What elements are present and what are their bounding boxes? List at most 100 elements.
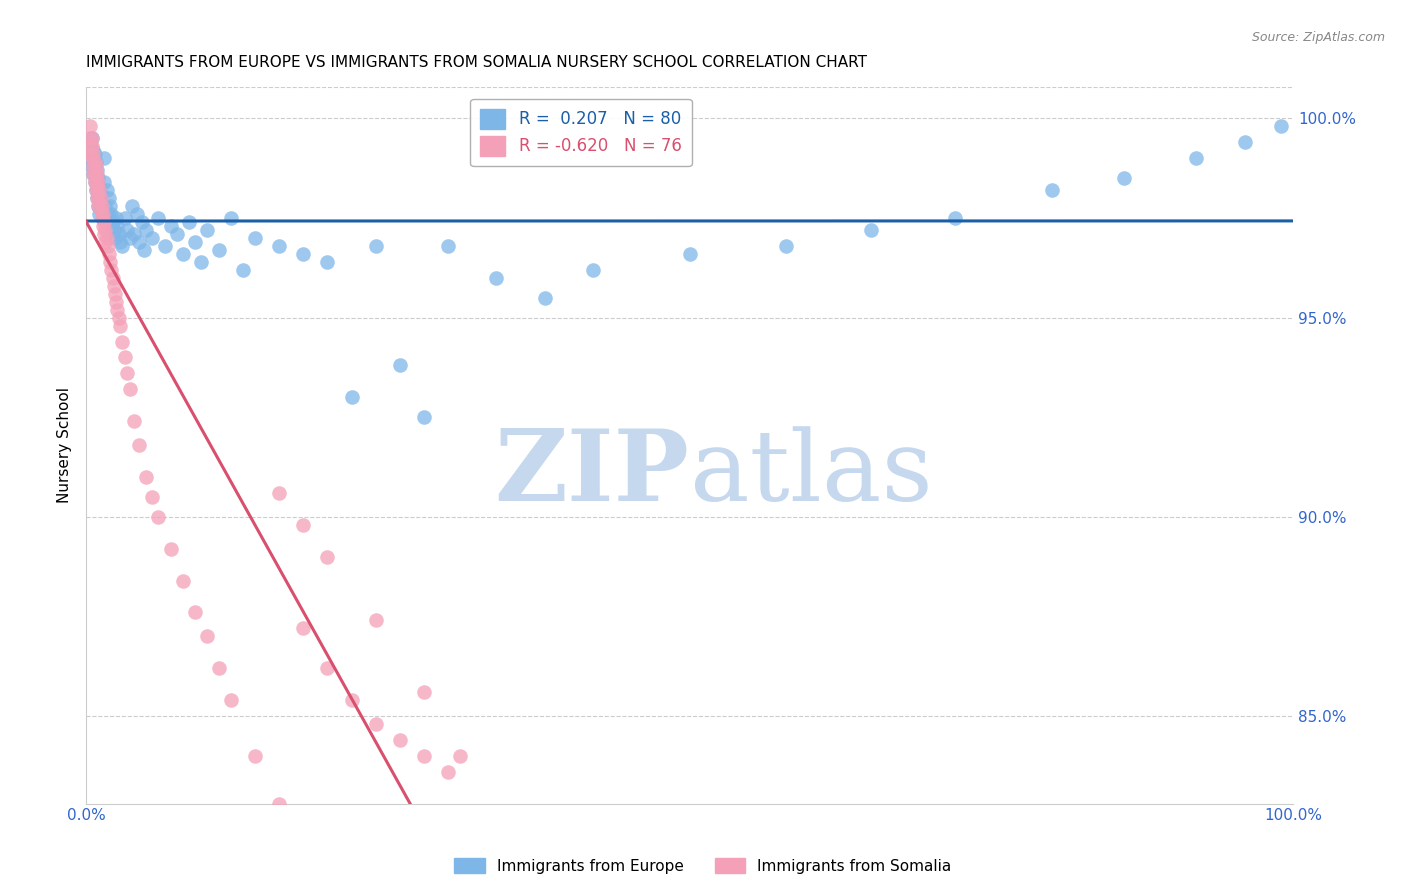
Point bbox=[86, 191, 108, 205]
Legend: Immigrants from Europe, Immigrants from Somalia: Immigrants from Europe, Immigrants from … bbox=[449, 852, 957, 880]
Point bbox=[83, 163, 105, 178]
Point bbox=[103, 278, 125, 293]
Point bbox=[115, 223, 138, 237]
Point bbox=[128, 438, 150, 452]
Point bbox=[101, 270, 124, 285]
Point bbox=[83, 147, 105, 161]
Point bbox=[190, 255, 212, 269]
Point bbox=[86, 163, 108, 178]
Point bbox=[89, 195, 111, 210]
Point bbox=[93, 175, 115, 189]
Point bbox=[124, 227, 146, 241]
Point bbox=[582, 262, 605, 277]
Point bbox=[118, 231, 141, 245]
Point bbox=[98, 255, 121, 269]
Point bbox=[108, 235, 131, 249]
Point bbox=[98, 191, 121, 205]
Point bbox=[82, 167, 104, 181]
Point bbox=[86, 167, 108, 181]
Point bbox=[83, 175, 105, 189]
Point bbox=[94, 199, 117, 213]
Point bbox=[84, 183, 107, 197]
Point bbox=[678, 247, 700, 261]
Point bbox=[97, 207, 120, 221]
Point bbox=[87, 175, 110, 189]
Point bbox=[141, 231, 163, 245]
Point bbox=[89, 179, 111, 194]
Point bbox=[114, 351, 136, 365]
Point bbox=[208, 661, 231, 675]
Point bbox=[107, 310, 129, 325]
Point bbox=[98, 199, 121, 213]
Point bbox=[100, 262, 122, 277]
Point bbox=[340, 693, 363, 707]
Point bbox=[107, 219, 129, 233]
Point bbox=[96, 183, 118, 197]
Point bbox=[89, 207, 111, 221]
Point bbox=[79, 131, 101, 145]
Point bbox=[388, 359, 411, 373]
Point bbox=[364, 239, 387, 253]
Point bbox=[449, 748, 471, 763]
Point bbox=[82, 144, 104, 158]
Point bbox=[859, 223, 882, 237]
Point bbox=[114, 211, 136, 225]
Point bbox=[111, 239, 134, 253]
Point bbox=[292, 247, 315, 261]
Point bbox=[87, 199, 110, 213]
Point bbox=[124, 414, 146, 428]
Point bbox=[93, 151, 115, 165]
Point bbox=[159, 219, 181, 233]
Point bbox=[84, 171, 107, 186]
Point bbox=[183, 606, 205, 620]
Point bbox=[80, 139, 103, 153]
Point bbox=[413, 685, 436, 699]
Point bbox=[90, 191, 112, 205]
Point bbox=[91, 219, 114, 233]
Point bbox=[82, 147, 104, 161]
Point bbox=[292, 621, 315, 635]
Point bbox=[107, 227, 129, 241]
Point bbox=[364, 613, 387, 627]
Point bbox=[166, 227, 188, 241]
Point bbox=[103, 223, 125, 237]
Point bbox=[84, 183, 107, 197]
Point bbox=[111, 334, 134, 349]
Point bbox=[101, 215, 124, 229]
Point bbox=[82, 167, 104, 181]
Point bbox=[533, 291, 555, 305]
Point bbox=[148, 211, 170, 225]
Point bbox=[82, 159, 104, 173]
Point bbox=[177, 215, 200, 229]
Y-axis label: Nursery School: Nursery School bbox=[58, 387, 72, 503]
Point bbox=[159, 541, 181, 556]
Point bbox=[1233, 136, 1256, 150]
Point bbox=[485, 270, 508, 285]
Point bbox=[87, 199, 110, 213]
Point bbox=[82, 131, 104, 145]
Point bbox=[364, 717, 387, 731]
Point bbox=[243, 748, 266, 763]
Point bbox=[84, 159, 107, 173]
Point bbox=[1185, 151, 1208, 165]
Point bbox=[148, 509, 170, 524]
Point bbox=[82, 139, 104, 153]
Text: IMMIGRANTS FROM EUROPE VS IMMIGRANTS FROM SOMALIA NURSERY SCHOOL CORRELATION CHA: IMMIGRANTS FROM EUROPE VS IMMIGRANTS FRO… bbox=[86, 55, 868, 70]
Point bbox=[90, 195, 112, 210]
Point bbox=[121, 199, 143, 213]
Point bbox=[90, 199, 112, 213]
Point bbox=[219, 211, 242, 225]
Point bbox=[775, 239, 797, 253]
Point bbox=[87, 187, 110, 202]
Point bbox=[79, 139, 101, 153]
Point bbox=[118, 382, 141, 396]
Point bbox=[219, 693, 242, 707]
Point bbox=[437, 764, 460, 779]
Point bbox=[135, 470, 157, 484]
Point bbox=[86, 191, 108, 205]
Point bbox=[90, 211, 112, 225]
Point bbox=[105, 294, 128, 309]
Point bbox=[413, 410, 436, 425]
Point bbox=[269, 486, 291, 500]
Point bbox=[183, 235, 205, 249]
